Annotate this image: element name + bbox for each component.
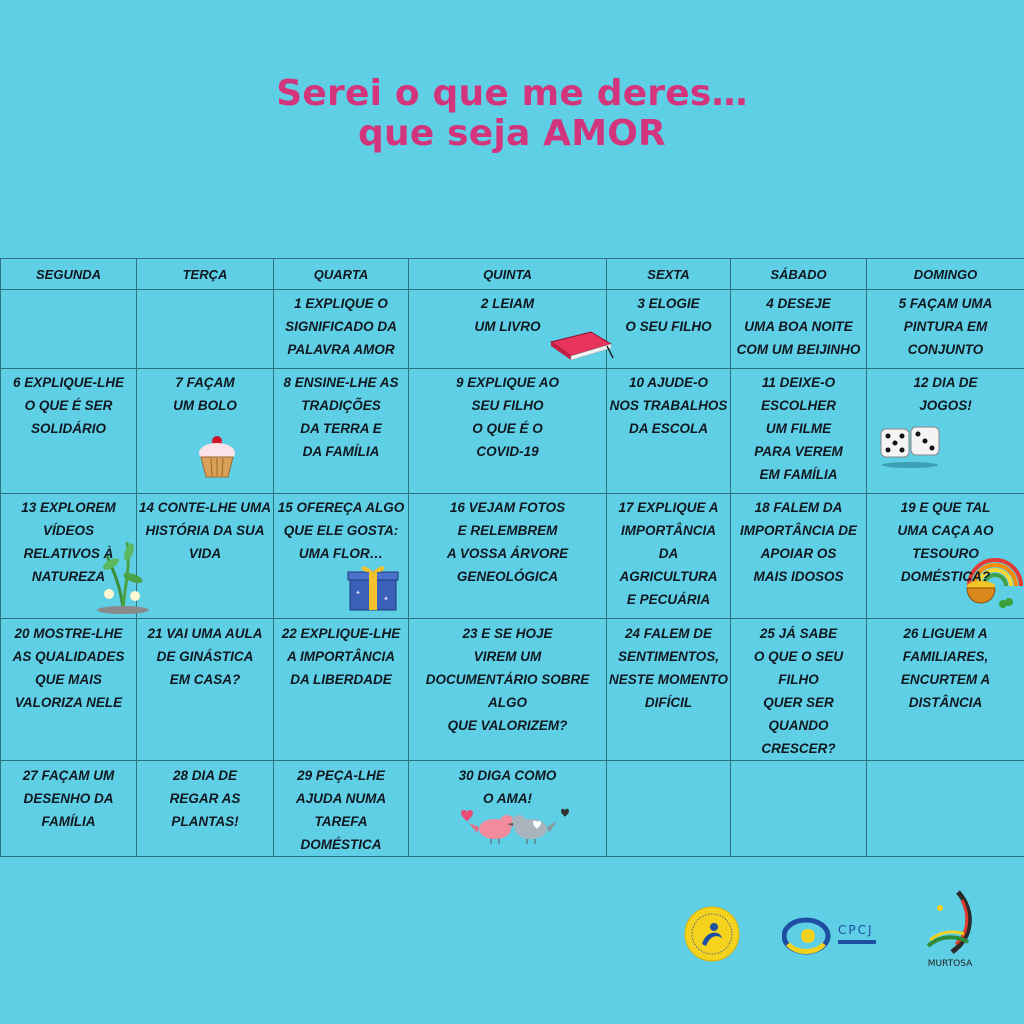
calendar-cell-day-28: 28 Dia de regar as plantas! bbox=[136, 760, 274, 857]
day-23-text: 23 E se hoje virem um documentário sobre… bbox=[425, 626, 590, 733]
calendar-cell-day-21: 21 Vai uma aula de ginástica em casa? bbox=[136, 618, 274, 761]
calendar-week-row: 1 Explique o significado da palavra AMOR… bbox=[0, 289, 1024, 369]
calendar-week-row: 27 Façam um desenho da família 28 Dia de… bbox=[0, 760, 1024, 857]
day-7-text: 7 Façam um bolo bbox=[173, 375, 237, 413]
day-10-text: 10 Ajude-o nos trabalhos da escola bbox=[609, 375, 728, 436]
calendar-cell-day-5: 5 Façam uma pintura em conjunto bbox=[866, 289, 1024, 369]
calendar-cell-day-23: 23 E se hoje virem um documentário sobre… bbox=[408, 618, 607, 761]
day-22-text: 22 Explique-lhe a importância da liberda… bbox=[281, 626, 401, 687]
day-24-text: 24 Falem de sentimentos, neste momento d… bbox=[609, 626, 729, 710]
day-3-text: 3 Elogie o seu filho bbox=[625, 296, 712, 334]
calendar-cell-day-22: 22 Explique-lhe a importância da liberda… bbox=[273, 618, 409, 761]
calendar-cell-day-13: 13 Explorem vídeos relativos à natureza bbox=[0, 493, 149, 619]
calendar-cell-day-29: 29 Peça-lhe ajuda numa tarefa doméstica bbox=[273, 760, 409, 857]
day-26-text: 26 Liguem a familiares, encurtem a distâ… bbox=[900, 626, 991, 710]
day-11-text: 11 Deixe-o escolher um filme para verem … bbox=[754, 375, 843, 482]
calendar-cell-day-8: 8 Ensine-lhe as tradições da terra e da … bbox=[273, 368, 409, 494]
calendar-cell-day-1: 1 Explique o significado da palavra AMOR bbox=[273, 289, 409, 369]
day-12-text: 12 Dia de jogos! bbox=[913, 375, 978, 413]
header-segunda: SEGUNDA bbox=[0, 258, 137, 290]
title-line-1: Serei o que me deres… bbox=[276, 73, 748, 114]
calendar-cell-day-20: 20 Mostre-lhe as qualidades que mais val… bbox=[0, 618, 137, 761]
calendar-cell-day-26: 26 Liguem a familiares, encurtem a distâ… bbox=[866, 618, 1024, 761]
calendar-table: SEGUNDA TERÇA QUARTA QUINTA SEXTA SÁBADO… bbox=[0, 258, 1024, 857]
header-quarta: QUARTA bbox=[273, 258, 409, 290]
header-terca: TERÇA bbox=[136, 258, 274, 290]
page-title: Serei o que me deres… que seja AMOR bbox=[0, 74, 1024, 154]
day-19-text: 19 E que tal uma caça ao tesouro domésti… bbox=[897, 500, 994, 584]
calendar-cell-empty bbox=[0, 289, 137, 369]
love-birds-icon bbox=[461, 808, 569, 844]
organization-seal-logo bbox=[684, 906, 740, 962]
calendar-cell-day-27: 27 Façam um desenho da família bbox=[0, 760, 137, 857]
calendar-week-row: 20 Mostre-lhe as qualidades que mais val… bbox=[0, 618, 1024, 761]
book-icon bbox=[549, 331, 614, 361]
calendar-cell-day-17: 17 Explique a importância da agricultura… bbox=[606, 493, 731, 619]
day-28-text: 28 Dia de regar as plantas! bbox=[169, 768, 241, 829]
day-1-text: 1 Explique o significado da palavra AMOR bbox=[285, 296, 397, 357]
calendar-cell-day-25: 25 Já sabe o que o seu filho quer ser qu… bbox=[730, 618, 867, 761]
day-9-text: 9 Explique ao seu filho o que é o COVID-… bbox=[455, 375, 560, 459]
day-5-text: 5 Façam uma pintura em conjunto bbox=[898, 296, 993, 357]
calendar-cell-empty bbox=[136, 289, 274, 369]
day-27-text: 27 Façam um desenho da família bbox=[22, 768, 115, 829]
plant-icon bbox=[97, 541, 149, 614]
day-25-text: 25 Já sabe o que o seu filho quer ser qu… bbox=[753, 626, 844, 756]
calendar-cell-day-10: 10 Ajude-o nos trabalhos da escola bbox=[606, 368, 731, 494]
calendar-week-row: 13 Explorem vídeos relativos à natureza … bbox=[0, 493, 1024, 619]
header-sexta: SEXTA bbox=[606, 258, 731, 290]
cpcj-logo-text: CPCJ bbox=[838, 923, 874, 937]
dice-icon bbox=[880, 426, 940, 468]
day-18-text: 18 Falem da importância de apoiar os mai… bbox=[739, 500, 857, 584]
cupcake-icon bbox=[199, 436, 235, 478]
calendar-cell-day-18: 18 Falem da importância de apoiar os mai… bbox=[730, 493, 867, 619]
day-4-text: 4 Deseje uma boa noite com um beijinho bbox=[736, 296, 861, 357]
day-16-text: 16 Vejam fotos e relembrem a vossa árvor… bbox=[446, 500, 569, 584]
day-17-text: 17 Explique a importância da agricultura… bbox=[618, 500, 719, 607]
day-6-text: 6 Explique-lhe o que é ser solidário bbox=[12, 375, 125, 436]
calendar-cell-day-11: 11 Deixe-o escolher um filme para verem … bbox=[730, 368, 867, 494]
day-30-text: 30 Diga como o ama! bbox=[458, 768, 557, 806]
calendar-cell-day-19: 19 E que tal uma caça ao tesouro domésti… bbox=[866, 493, 1024, 619]
day-29-text: 29 Peça-lhe ajuda numa tarefa doméstica bbox=[295, 768, 387, 852]
day-8-text: 8 Ensine-lhe as tradições da terra e da … bbox=[283, 375, 399, 459]
day-13-text: 13 Explorem vídeos relativos à natureza bbox=[21, 500, 116, 584]
calendar-cell-day-12: 12 Dia de jogos! bbox=[866, 368, 1024, 494]
rainbow-pot-icon bbox=[966, 558, 1023, 608]
day-15-text: 15 Ofereça algo que ele gosta: uma flor… bbox=[277, 500, 405, 561]
header-sabado: SÁBADO bbox=[730, 258, 867, 290]
calendar-cell-day-6: 6 Explique-lhe o que é ser solidário bbox=[0, 368, 137, 494]
calendar-cell-day-16: 16 Vejam fotos e relembrem a vossa árvor… bbox=[408, 493, 607, 619]
day-20-text: 20 Mostre-lhe as qualidades que mais val… bbox=[12, 626, 125, 710]
calendar-cell-day-15: 15 Ofereça algo que ele gosta: uma flor… bbox=[273, 493, 409, 619]
calendar-cell-day-2: 2 Leiam um livro bbox=[408, 289, 614, 369]
calendar-cell-day-9: 9 Explique ao seu filho o que é o COVID-… bbox=[408, 368, 607, 494]
title-line-2: que seja AMOR bbox=[358, 113, 666, 154]
murtosa-logo-text: MURTOSA bbox=[928, 959, 973, 969]
calendar-cell-day-14: 14 Conte-lhe uma história da sua vida bbox=[136, 493, 274, 619]
day-21-text: 21 Vai uma aula de ginástica em casa? bbox=[147, 626, 263, 687]
header-domingo: DOMINGO bbox=[866, 258, 1024, 290]
calendar-cell-day-24: 24 Falem de sentimentos, neste momento d… bbox=[606, 618, 731, 761]
calendar-cell-day-3: 3 Elogie o seu filho bbox=[606, 289, 731, 369]
header-quinta: QUINTA bbox=[408, 258, 607, 290]
footer-logos: CPCJ MURTOSA bbox=[0, 880, 1024, 980]
calendar-cell-day-30: 30 Diga como o ama! bbox=[408, 760, 607, 857]
calendar-cell-day-4: 4 Deseje uma boa noite com um beijinho bbox=[730, 289, 867, 369]
day-14-text: 14 Conte-lhe uma história da sua vida bbox=[139, 500, 272, 561]
calendar-cell-empty bbox=[730, 760, 867, 857]
calendar-cell-empty bbox=[866, 760, 1024, 857]
calendar-cell-day-7: 7 Façam um bolo bbox=[136, 368, 274, 494]
gift-icon bbox=[347, 566, 399, 611]
calendar-week-row: 6 Explique-lhe o que é ser solidário 7 F… bbox=[0, 368, 1024, 494]
calendar-header-row: SEGUNDA TERÇA QUARTA QUINTA SEXTA SÁBADO… bbox=[0, 258, 1024, 290]
day-2-text: 2 Leiam um livro bbox=[474, 296, 541, 334]
murtosa-logo: MURTOSA bbox=[926, 890, 973, 969]
cpcj-logo: CPCJ bbox=[782, 917, 876, 955]
calendar-cell-empty bbox=[606, 760, 731, 857]
